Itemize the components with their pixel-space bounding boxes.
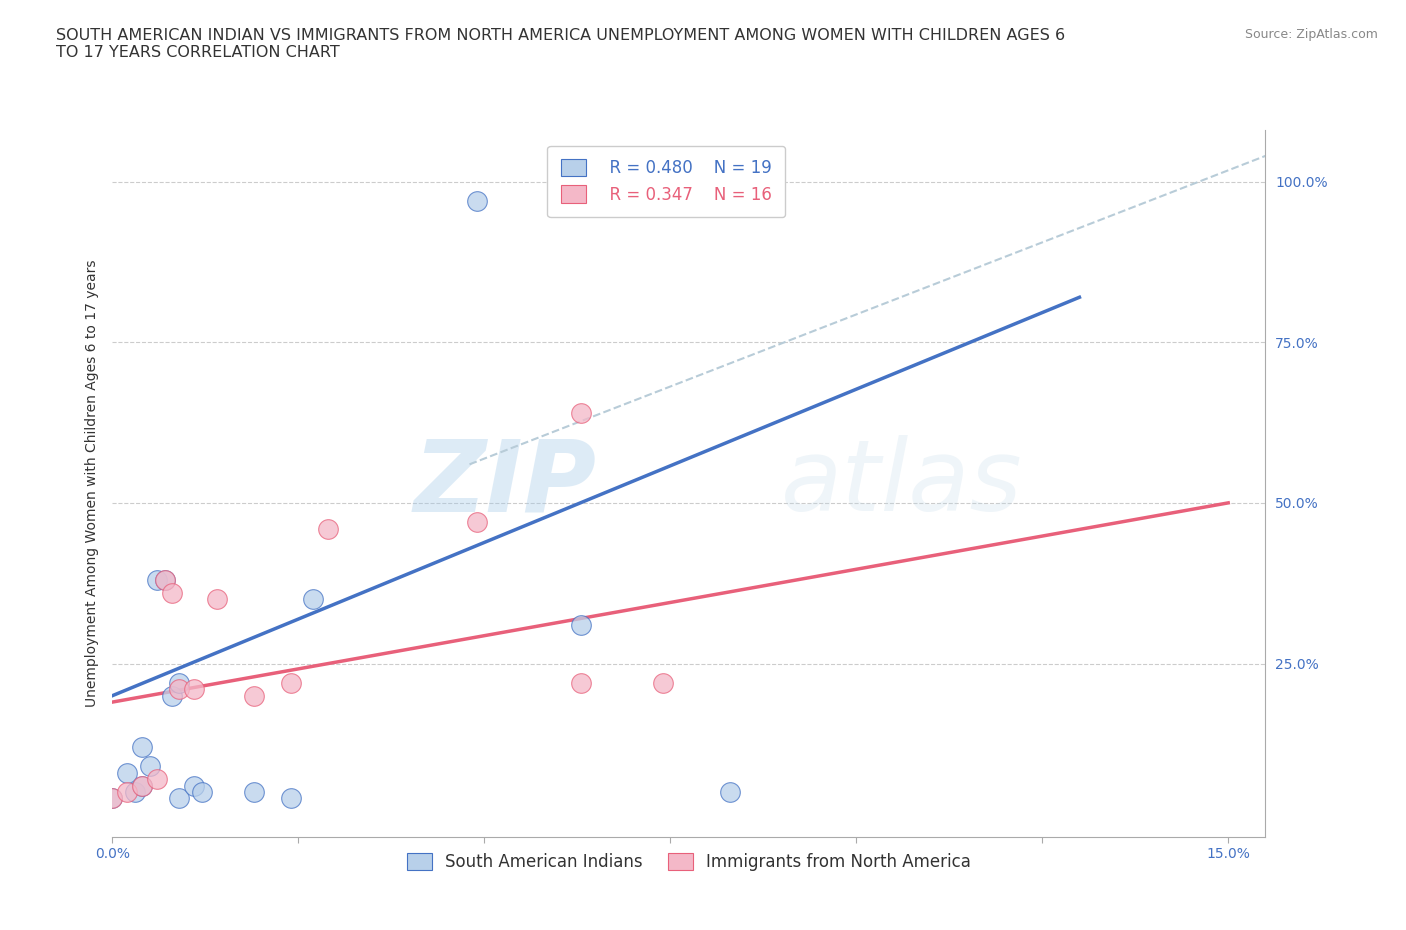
Point <box>243 688 266 703</box>
Point <box>205 591 228 606</box>
Point <box>169 682 191 697</box>
Point <box>117 785 139 800</box>
Text: ZIP: ZIP <box>413 435 596 532</box>
Point <box>117 765 139 780</box>
Point <box>138 759 160 774</box>
Point <box>146 772 169 787</box>
Point <box>101 791 124 806</box>
Point <box>101 791 124 806</box>
Point <box>280 675 302 690</box>
Point <box>718 785 741 800</box>
Point <box>131 778 153 793</box>
Point <box>183 778 205 793</box>
Point <box>569 405 592 420</box>
Point <box>183 682 205 697</box>
Point <box>169 791 191 806</box>
Point <box>569 675 592 690</box>
Point <box>153 573 176 588</box>
Text: Source: ZipAtlas.com: Source: ZipAtlas.com <box>1244 28 1378 41</box>
Point <box>160 585 183 600</box>
Point <box>131 739 153 754</box>
Point <box>146 573 169 588</box>
Point <box>569 618 592 632</box>
Y-axis label: Unemployment Among Women with Children Ages 6 to 17 years: Unemployment Among Women with Children A… <box>84 259 98 708</box>
Point <box>124 785 146 800</box>
Point <box>153 573 176 588</box>
Point <box>243 785 266 800</box>
Legend: South American Indians, Immigrants from North America: South American Indians, Immigrants from … <box>401 846 977 878</box>
Text: SOUTH AMERICAN INDIAN VS IMMIGRANTS FROM NORTH AMERICA UNEMPLOYMENT AMONG WOMEN : SOUTH AMERICAN INDIAN VS IMMIGRANTS FROM… <box>56 28 1066 60</box>
Point <box>160 688 183 703</box>
Point <box>280 791 302 806</box>
Point <box>465 193 488 208</box>
Point <box>465 514 488 529</box>
Point <box>131 778 153 793</box>
Point <box>190 785 212 800</box>
Text: atlas: atlas <box>782 435 1022 532</box>
Point <box>651 675 673 690</box>
Point <box>169 675 191 690</box>
Point <box>302 591 325 606</box>
Point <box>316 521 339 536</box>
